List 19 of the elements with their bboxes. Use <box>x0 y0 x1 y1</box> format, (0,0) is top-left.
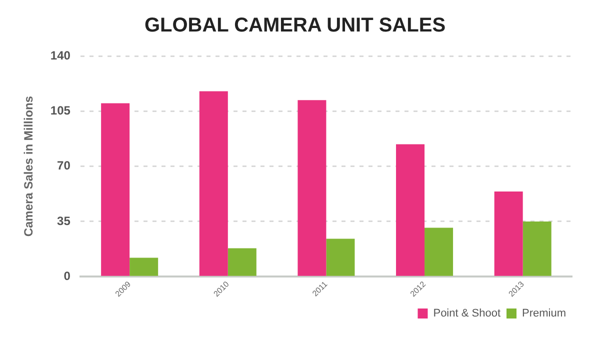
bar <box>326 238 355 276</box>
y-tick-label: 35 <box>57 214 71 228</box>
legend-label: Point & Shoot <box>433 308 501 320</box>
bar <box>424 228 454 276</box>
y-tick-label: 70 <box>57 158 71 173</box>
bar <box>199 91 228 276</box>
bar <box>396 144 425 276</box>
bar <box>228 248 256 276</box>
bar <box>494 192 523 276</box>
chart-title: GLOBAL CAMERA UNIT SALES <box>144 14 446 37</box>
y-tick-label: 0 <box>64 268 71 283</box>
bar <box>298 100 326 276</box>
legend-label: Premium <box>522 308 566 320</box>
bar <box>130 258 158 276</box>
y-axis-title: Camera Sales in Millions <box>22 96 36 237</box>
bar <box>101 103 130 276</box>
y-tick-label: 105 <box>50 103 71 118</box>
y-tick-label: 140 <box>50 48 71 62</box>
bar <box>522 221 552 276</box>
